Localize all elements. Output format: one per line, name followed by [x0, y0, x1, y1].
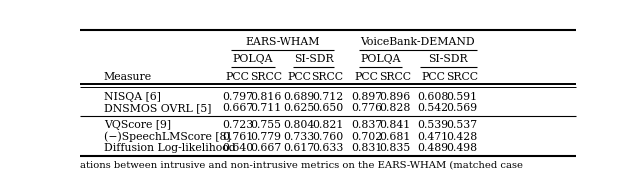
Text: 0.689: 0.689 [284, 92, 315, 102]
Text: 0.797: 0.797 [222, 92, 253, 102]
Text: SRCC: SRCC [379, 72, 411, 82]
Text: 0.498: 0.498 [446, 143, 477, 153]
Text: EARS-WHAM: EARS-WHAM [245, 37, 320, 47]
Text: NISQA [6]: NISQA [6] [104, 92, 161, 102]
Text: 0.816: 0.816 [250, 92, 282, 102]
Text: 0.667: 0.667 [250, 143, 282, 153]
Text: PCC: PCC [287, 72, 311, 82]
Text: PCC: PCC [226, 72, 250, 82]
Text: PCC: PCC [355, 72, 379, 82]
Text: SI-SDR: SI-SDR [428, 54, 468, 64]
Text: ations between intrusive and non-intrusive metrics on the EARS-WHAM (matched cas: ations between intrusive and non-intrusi… [80, 160, 523, 169]
Text: 0.804: 0.804 [284, 120, 315, 130]
Text: 0.633: 0.633 [312, 143, 343, 153]
Text: 0.667: 0.667 [222, 103, 253, 113]
Text: 0.702: 0.702 [351, 132, 382, 142]
Text: 0.779: 0.779 [250, 132, 282, 142]
Text: 0.776: 0.776 [351, 103, 382, 113]
Text: 0.681: 0.681 [380, 132, 411, 142]
Text: SI-SDR: SI-SDR [294, 54, 333, 64]
Text: 0.821: 0.821 [312, 120, 343, 130]
Text: 0.723: 0.723 [222, 120, 253, 130]
Text: 0.841: 0.841 [380, 120, 411, 130]
Text: 0.828: 0.828 [380, 103, 411, 113]
Text: 0.897: 0.897 [351, 92, 382, 102]
Text: 0.569: 0.569 [446, 103, 477, 113]
Text: 0.591: 0.591 [446, 92, 477, 102]
Text: VQScore [9]: VQScore [9] [104, 120, 171, 130]
Text: 0.755: 0.755 [250, 120, 282, 130]
Text: 0.542: 0.542 [417, 103, 449, 113]
Text: 0.625: 0.625 [284, 103, 315, 113]
Text: 0.760: 0.760 [312, 132, 343, 142]
Text: Measure: Measure [104, 72, 152, 82]
Text: SRCC: SRCC [446, 72, 478, 82]
Text: 0.428: 0.428 [446, 132, 477, 142]
Text: SRCC: SRCC [250, 72, 282, 82]
Text: 0.712: 0.712 [312, 92, 343, 102]
Text: 0.608: 0.608 [417, 92, 449, 102]
Text: 0.835: 0.835 [380, 143, 411, 153]
Text: 0.837: 0.837 [351, 120, 382, 130]
Text: VoiceBank-DEMAND: VoiceBank-DEMAND [360, 37, 475, 47]
Text: 0.831: 0.831 [351, 143, 382, 153]
Text: POLQA: POLQA [360, 54, 401, 64]
Text: 0.489: 0.489 [417, 143, 449, 153]
Text: 0.471: 0.471 [417, 132, 449, 142]
Text: Diffusion Log-likelihood: Diffusion Log-likelihood [104, 143, 236, 153]
Text: 0.617: 0.617 [284, 143, 315, 153]
Text: 0.733: 0.733 [284, 132, 315, 142]
Text: 0.650: 0.650 [312, 103, 343, 113]
Text: DNSMOS OVRL [5]: DNSMOS OVRL [5] [104, 103, 211, 113]
Text: POLQA: POLQA [233, 54, 273, 64]
Text: 0.640: 0.640 [222, 143, 253, 153]
Text: 0.711: 0.711 [250, 103, 282, 113]
Text: 0.761: 0.761 [222, 132, 253, 142]
Text: (−)SpeechLMScore [8]: (−)SpeechLMScore [8] [104, 131, 230, 142]
Text: SRCC: SRCC [312, 72, 344, 82]
Text: 0.896: 0.896 [380, 92, 411, 102]
Text: 0.537: 0.537 [446, 120, 477, 130]
Text: PCC: PCC [421, 72, 445, 82]
Text: 0.539: 0.539 [417, 120, 449, 130]
